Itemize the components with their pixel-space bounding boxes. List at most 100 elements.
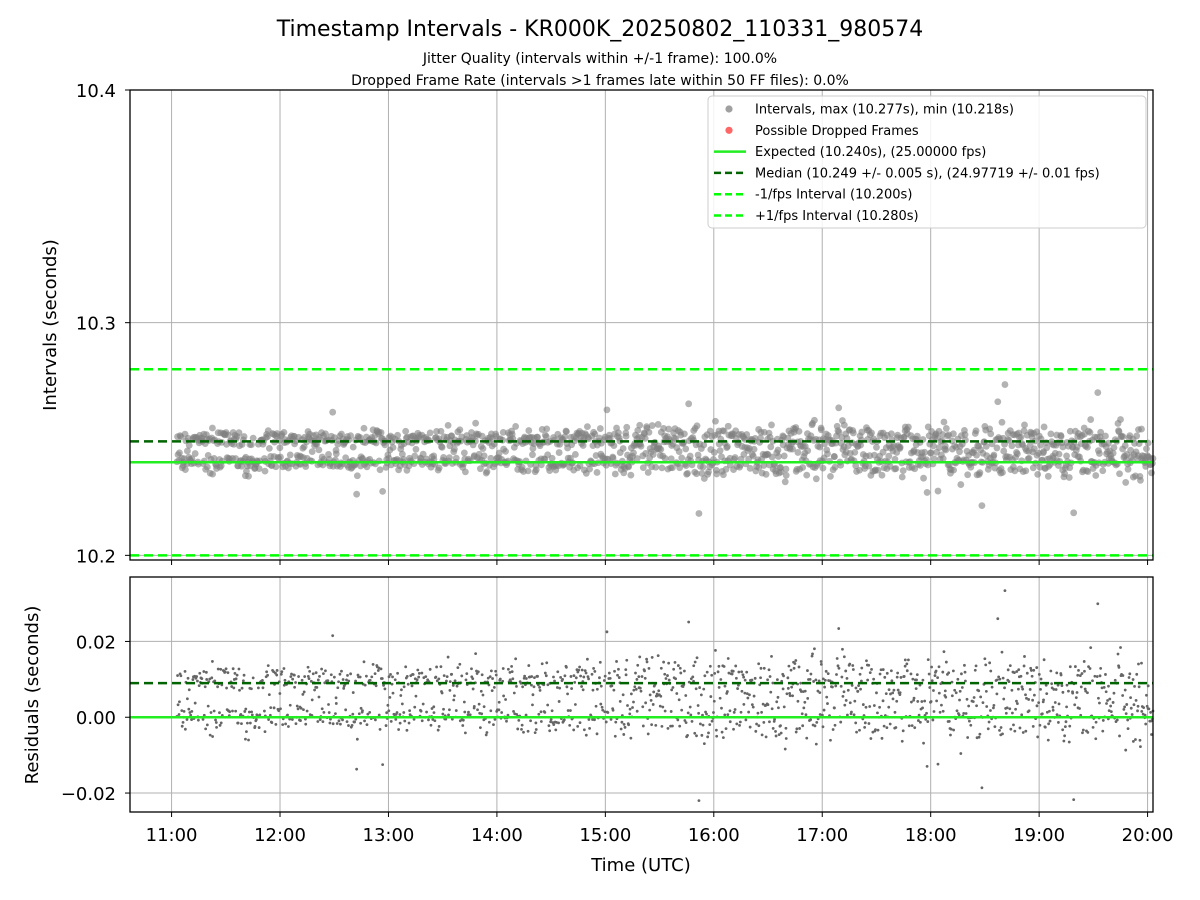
interval-point: [622, 432, 630, 440]
residual-point: [550, 709, 554, 713]
residual-point: [833, 706, 836, 710]
residual-point: [659, 694, 663, 698]
interval-point: [949, 430, 957, 438]
residual-point: [944, 695, 948, 699]
interval-point: [865, 462, 873, 470]
residual-point: [299, 706, 303, 710]
residual-point: [1081, 728, 1085, 732]
residual-point: [623, 725, 627, 729]
residual-point: [995, 692, 999, 696]
residual-point: [195, 675, 199, 678]
residual-point: [666, 726, 670, 730]
residual-point: [1088, 667, 1092, 670]
residual-point: [999, 726, 1003, 729]
residual-point: [1078, 674, 1082, 677]
residual-point: [555, 686, 559, 689]
residual-point: [965, 697, 969, 701]
residual-point: [583, 669, 587, 672]
residual-point: [1146, 684, 1150, 688]
residual-point: [875, 691, 878, 695]
residual-point: [852, 713, 856, 717]
interval-point: [446, 454, 453, 462]
residual-point: [839, 720, 843, 724]
residual-point: [775, 700, 779, 704]
residual-point: [524, 677, 528, 680]
residual-point: [1134, 698, 1138, 702]
interval-point: [956, 448, 963, 456]
residual-point: [385, 711, 389, 715]
interval-point: [716, 447, 724, 455]
residual-point: [785, 692, 789, 696]
residual-point: [414, 694, 418, 698]
interval-point: [610, 442, 618, 450]
interval-point: [637, 442, 645, 450]
residual-point: [905, 669, 909, 673]
residual-point: [219, 667, 223, 671]
interval-point: [1030, 445, 1038, 453]
interval-point: [1066, 427, 1074, 435]
residual-point: [370, 675, 374, 679]
residual-point: [715, 734, 719, 738]
residual-point: [864, 705, 868, 709]
residual-point: [448, 680, 452, 684]
residual-point: [788, 691, 792, 695]
residual-point: [751, 705, 755, 709]
residual-point: [538, 688, 542, 692]
residual-point: [964, 679, 967, 683]
interval-point: [1096, 450, 1103, 457]
residual-point: [989, 709, 992, 712]
residual-point: [757, 724, 761, 728]
residual-point: [714, 649, 717, 652]
residual-point: [582, 728, 586, 732]
residual-point: [345, 720, 349, 724]
residual-point: [706, 735, 710, 739]
residual-point: [1014, 707, 1017, 711]
residual-point: [672, 667, 676, 671]
residual-point: [365, 723, 369, 727]
interval-point: [1102, 432, 1109, 440]
residual-point: [998, 728, 1001, 732]
residual-point: [334, 696, 338, 700]
residual-point: [1063, 734, 1067, 738]
x-tick-label: 11:00: [146, 825, 198, 846]
interval-point: [563, 428, 570, 436]
residual-point: [603, 674, 607, 678]
interval-point: [831, 453, 838, 460]
residual-point: [723, 684, 727, 688]
residual-point: [282, 683, 286, 687]
residual-point: [538, 685, 542, 689]
residual-point: [180, 709, 184, 713]
residual-point: [562, 718, 566, 722]
interval-point: [603, 406, 611, 414]
interval-point: [774, 446, 782, 454]
residual-point: [208, 677, 212, 681]
interval-point: [913, 432, 921, 440]
residual-point: [601, 708, 605, 712]
residual-point: [354, 679, 358, 683]
residual-point: [883, 675, 887, 679]
residual-point: [631, 706, 634, 709]
residual-point: [472, 704, 476, 708]
residual-point: [1010, 711, 1014, 715]
residual-point: [678, 666, 682, 670]
residual-point: [705, 670, 709, 674]
residual-point: [1054, 688, 1058, 691]
residual-point: [1022, 664, 1026, 668]
residual-point: [634, 671, 637, 675]
interval-point: [892, 465, 900, 472]
residual-point: [501, 667, 505, 670]
interval-point: [803, 471, 811, 479]
x-tick-label: 13:00: [363, 825, 415, 846]
interval-point: [782, 471, 790, 479]
residual-point: [869, 737, 873, 740]
residual-point: [1083, 687, 1087, 691]
residual-point: [197, 684, 201, 688]
residual-point: [1137, 685, 1141, 689]
residual-point: [1128, 672, 1132, 676]
residual-point: [699, 693, 703, 697]
residual-point: [424, 675, 428, 679]
residual-point: [1019, 674, 1023, 678]
residual-point: [724, 727, 728, 731]
residual-point: [1025, 696, 1028, 700]
residual-point: [417, 675, 421, 679]
